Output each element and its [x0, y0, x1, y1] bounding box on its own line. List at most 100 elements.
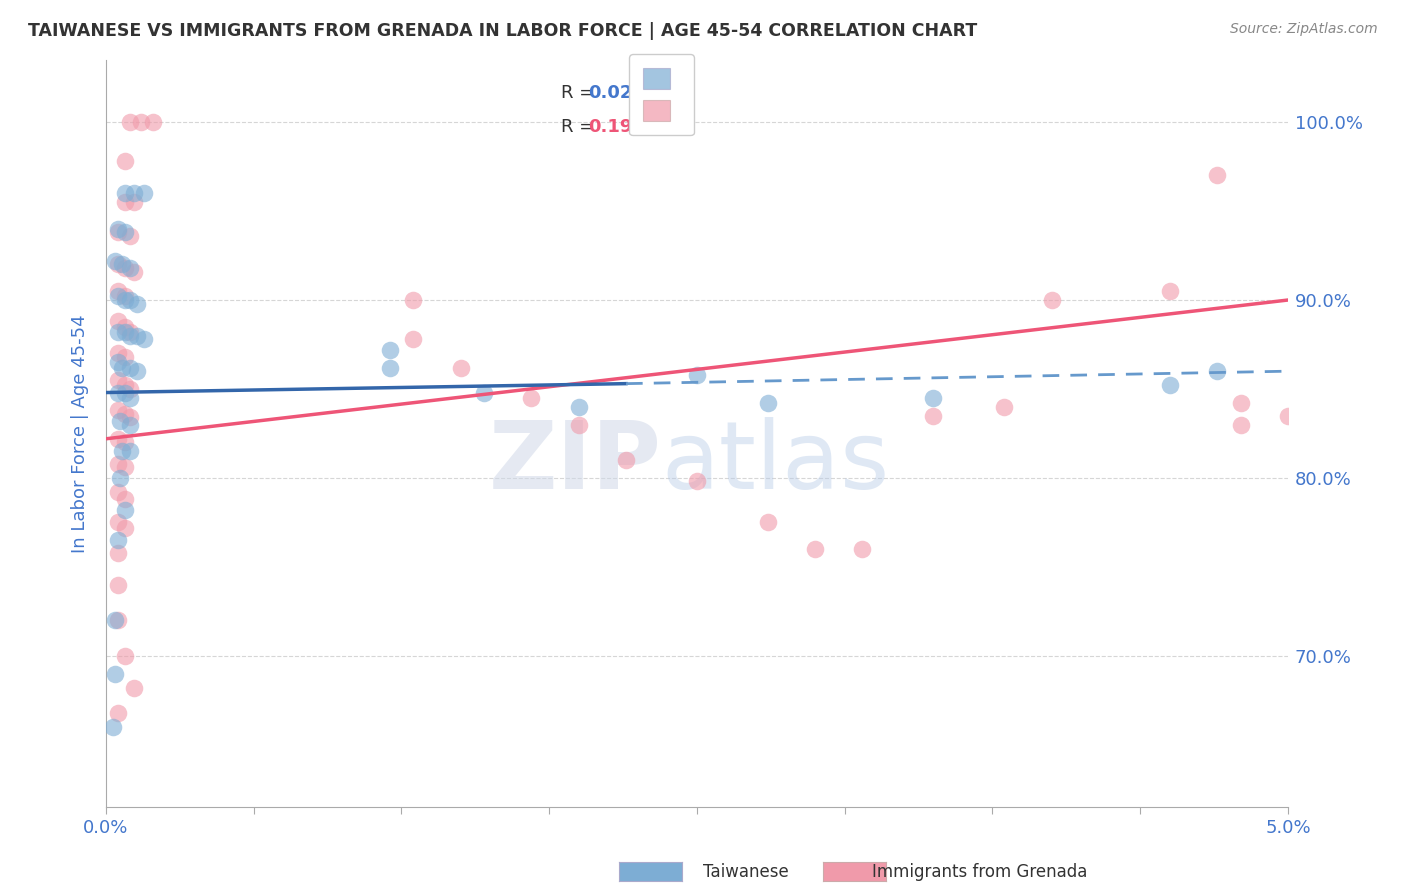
Point — [568, 417, 591, 432]
Point — [111, 257, 134, 271]
Legend: , : , — [628, 54, 695, 136]
Point — [107, 284, 129, 298]
Point — [118, 260, 141, 275]
Point — [107, 289, 129, 303]
Text: TAIWANESE VS IMMIGRANTS FROM GRENADA IN LABOR FORCE | AGE 45-54 CORRELATION CHAR: TAIWANESE VS IMMIGRANTS FROM GRENADA IN … — [28, 22, 977, 40]
Point — [402, 332, 425, 346]
Point — [124, 195, 146, 210]
Point — [686, 475, 709, 489]
Text: R =: R = — [561, 118, 600, 136]
Point — [568, 400, 591, 414]
Point — [993, 400, 1015, 414]
Point — [118, 382, 141, 396]
Point — [118, 115, 141, 129]
Y-axis label: In Labor Force | Age 45-54: In Labor Force | Age 45-54 — [72, 314, 89, 553]
Point — [107, 516, 129, 530]
Point — [125, 296, 148, 310]
Point — [107, 457, 129, 471]
Point — [124, 186, 146, 201]
Point — [104, 613, 127, 627]
Point — [114, 492, 136, 507]
Point — [472, 385, 495, 400]
Point — [107, 226, 129, 240]
Point — [107, 403, 129, 417]
Point — [107, 485, 129, 500]
Point — [114, 260, 136, 275]
Point — [614, 453, 637, 467]
Point — [107, 222, 129, 236]
Point — [107, 385, 129, 400]
Point — [114, 648, 136, 663]
Point — [107, 533, 129, 548]
Point — [402, 293, 425, 307]
Point — [114, 503, 136, 517]
Point — [132, 186, 155, 201]
Point — [114, 195, 136, 210]
Point — [114, 435, 136, 450]
Point — [756, 516, 779, 530]
Point — [118, 328, 141, 343]
Point — [851, 542, 873, 557]
Point — [114, 378, 136, 392]
Point — [756, 396, 779, 410]
Point — [107, 577, 129, 591]
Point — [132, 332, 155, 346]
Point — [118, 391, 141, 405]
Point — [125, 328, 148, 343]
Point — [520, 391, 543, 405]
Point — [118, 410, 141, 425]
Point — [107, 346, 129, 360]
Point — [118, 360, 141, 375]
Point — [1229, 396, 1251, 410]
Point — [124, 681, 146, 695]
Text: 43: 43 — [652, 85, 678, 103]
Text: N =: N = — [627, 118, 679, 136]
Point — [118, 325, 141, 339]
Point — [1159, 378, 1181, 392]
Point — [125, 364, 148, 378]
Point — [107, 355, 129, 369]
Point — [1206, 364, 1229, 378]
Text: 0.195: 0.195 — [588, 118, 645, 136]
Point — [114, 325, 136, 339]
Point — [101, 720, 124, 734]
Point — [1159, 284, 1181, 298]
Point — [118, 229, 141, 244]
Point — [107, 706, 129, 720]
Point — [114, 154, 136, 169]
Point — [686, 368, 709, 382]
Point — [118, 293, 141, 307]
Point — [114, 407, 136, 421]
Point — [114, 186, 136, 201]
Text: atlas: atlas — [661, 417, 890, 509]
Point — [114, 293, 136, 307]
Point — [922, 391, 945, 405]
Point — [922, 409, 945, 423]
Point — [1229, 417, 1251, 432]
Text: ZIP: ZIP — [489, 417, 661, 509]
Point — [804, 542, 827, 557]
Point — [107, 546, 129, 560]
Point — [108, 471, 131, 485]
Point — [118, 444, 141, 458]
Point — [118, 417, 141, 432]
Point — [142, 115, 165, 129]
Text: 58: 58 — [652, 118, 678, 136]
Point — [1206, 169, 1229, 183]
Point — [107, 613, 129, 627]
Point — [107, 257, 129, 271]
Point — [378, 360, 401, 375]
Point — [107, 432, 129, 446]
Point — [114, 350, 136, 364]
Text: N =: N = — [627, 85, 679, 103]
Text: R =: R = — [561, 85, 600, 103]
Point — [107, 325, 129, 339]
Point — [124, 264, 146, 278]
Point — [111, 360, 134, 375]
Point — [111, 444, 134, 458]
Text: Taiwanese: Taiwanese — [703, 863, 789, 881]
Point — [104, 666, 127, 681]
Point — [104, 253, 127, 268]
Text: Immigrants from Grenada: Immigrants from Grenada — [872, 863, 1087, 881]
Point — [131, 115, 153, 129]
